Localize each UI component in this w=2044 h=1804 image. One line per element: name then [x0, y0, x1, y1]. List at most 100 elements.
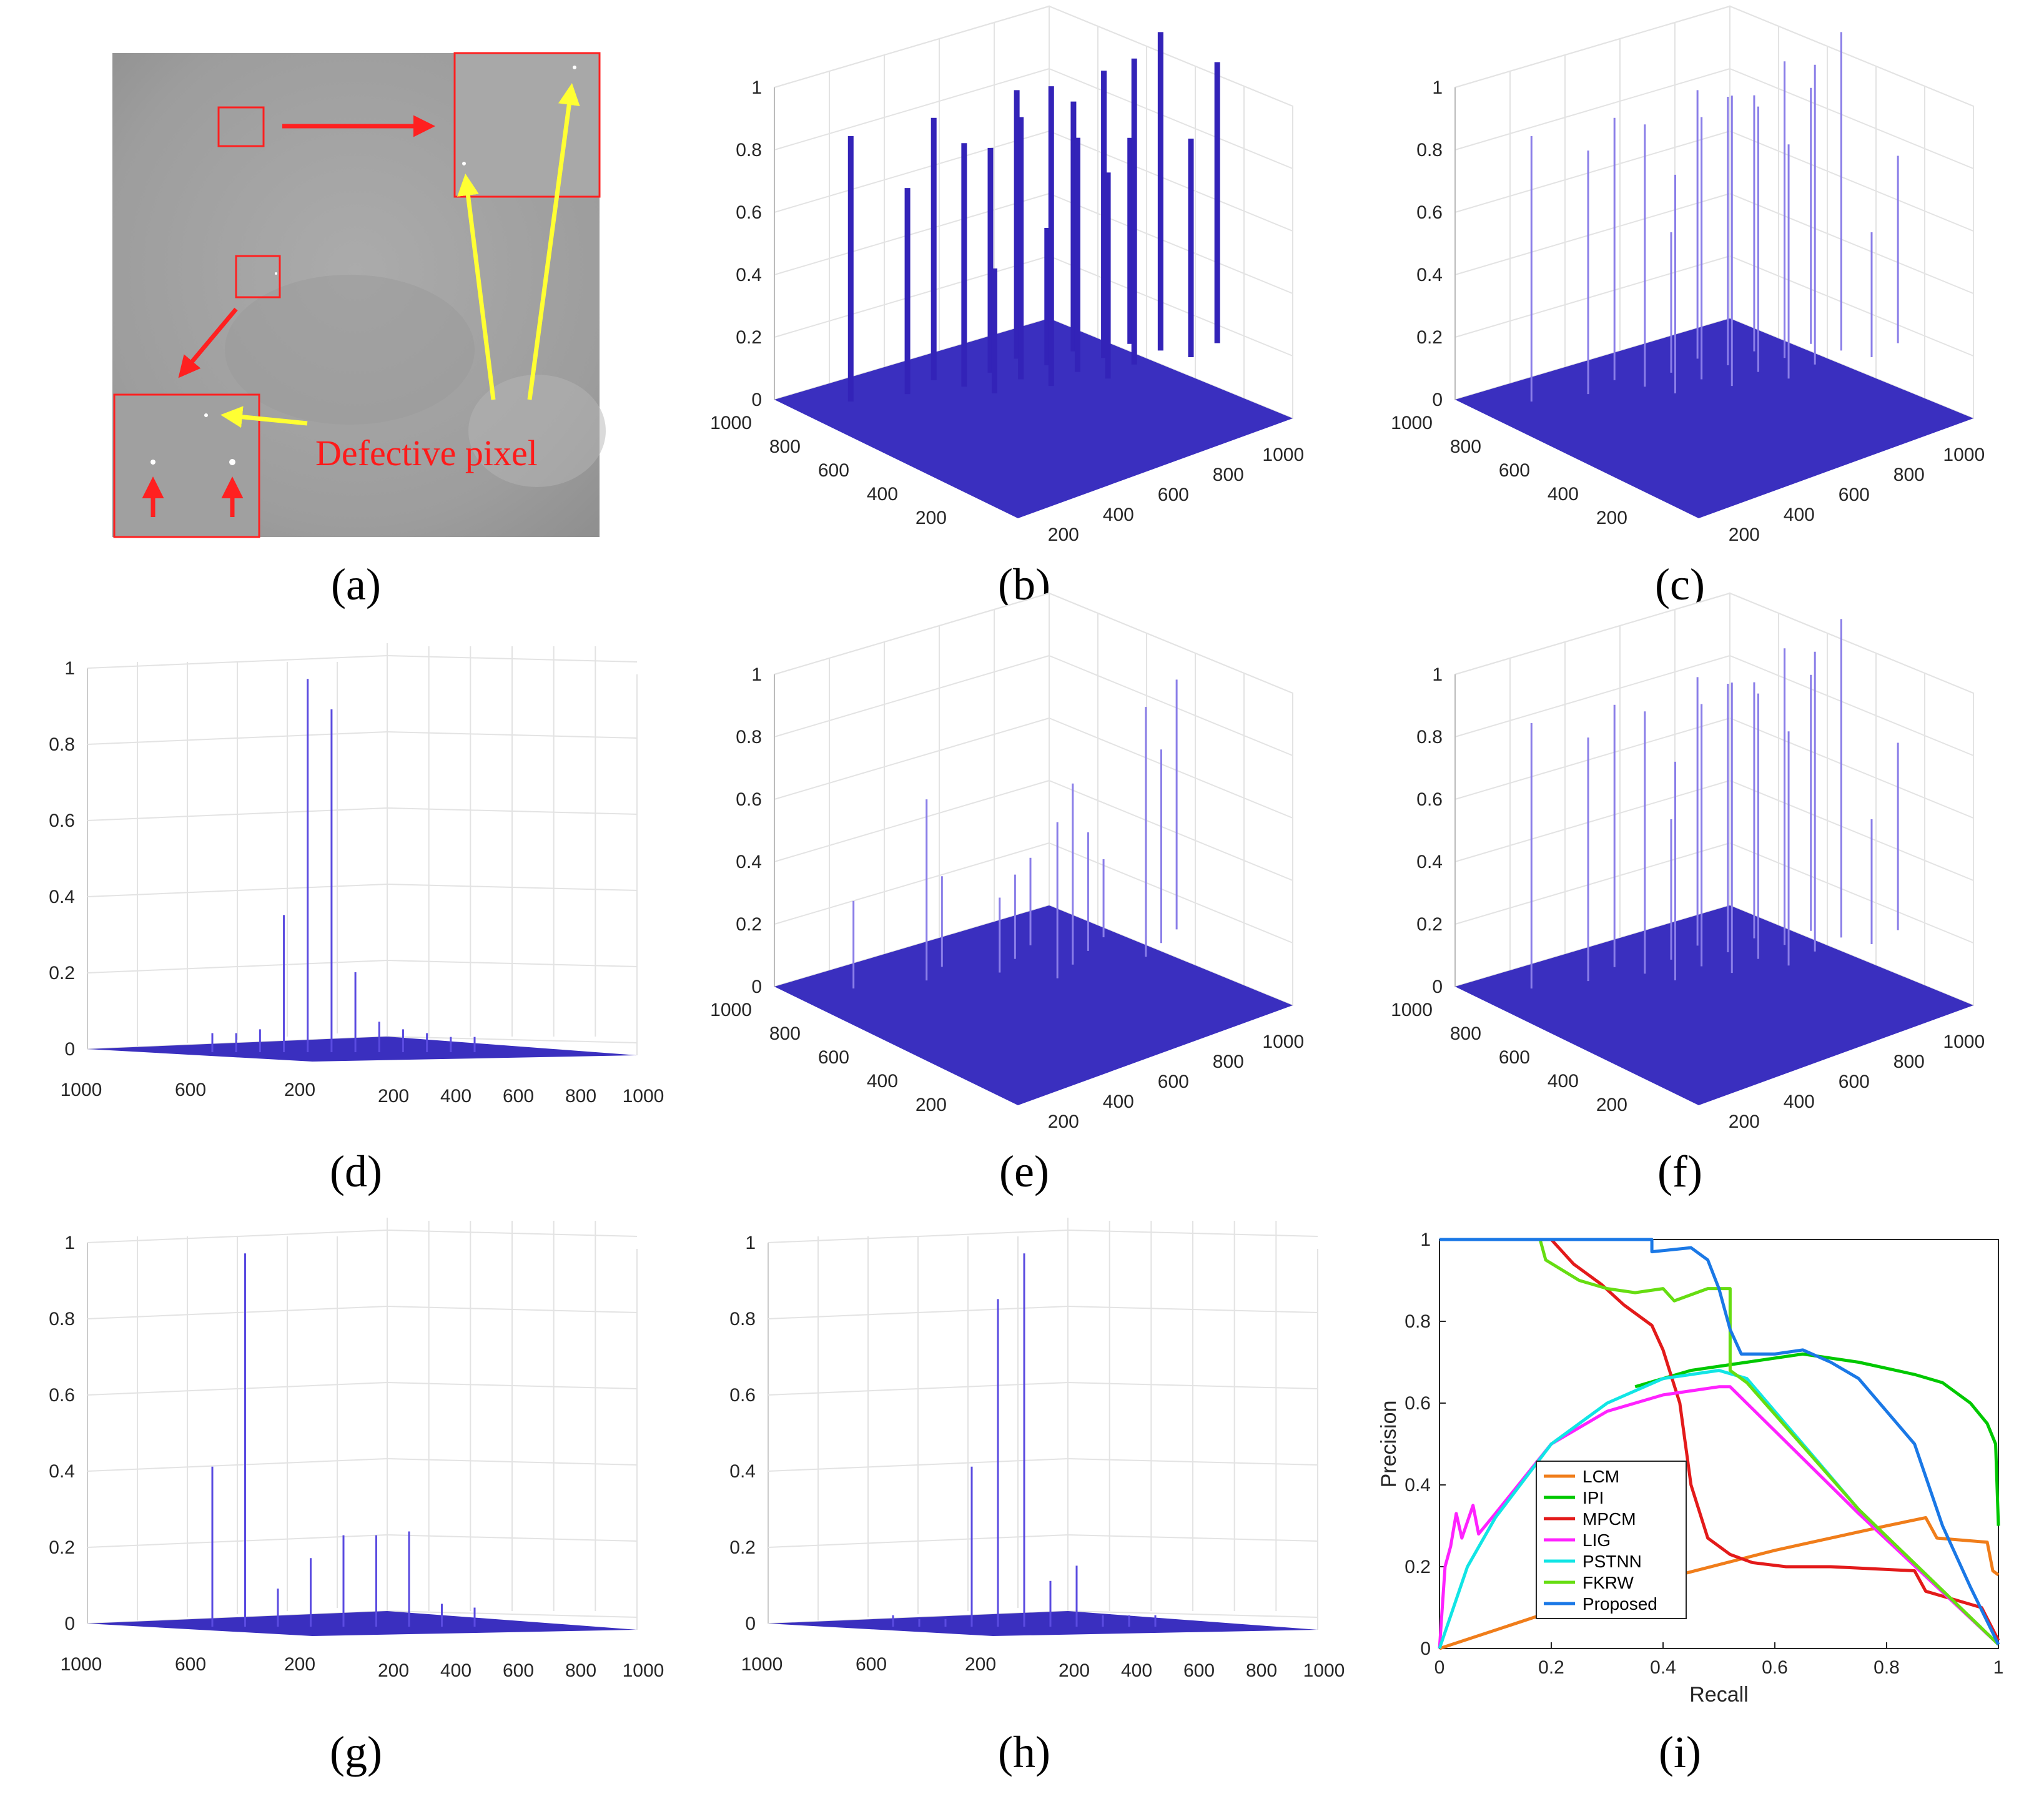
series-fkrw [1538, 1239, 2000, 1646]
x-tick: 600 [503, 1086, 534, 1107]
caption-i: (i) [1659, 1727, 1701, 1777]
legend-entry: PSTNN [1582, 1552, 1642, 1571]
panel-g-surface-plot: 0 0.2 0.4 0.6 0.8 1 1000 600 200 200 400 600 800 1000 [49, 1218, 664, 1681]
z-tick: 0.6 [1416, 202, 1443, 223]
x-tick: 600 [1158, 485, 1189, 505]
x-tick: 400 [1121, 1660, 1152, 1681]
z-tick: 0.4 [1416, 852, 1443, 872]
x-tick: 1000 [1943, 445, 1985, 465]
y-tick: 1000 [710, 413, 752, 433]
y-tick: 800 [769, 436, 801, 457]
x-tick: 1000 [623, 1660, 664, 1681]
surface-floor [768, 1611, 1318, 1636]
z-tick: 1 [1432, 77, 1443, 98]
legend-entry: LCM [1582, 1467, 1619, 1486]
y-tick: 400 [867, 484, 898, 505]
y-tick: 600 [818, 1047, 849, 1068]
z-tick: 0.2 [49, 963, 75, 983]
y-tick: 600 [175, 1654, 206, 1675]
caption-c: (c) [1655, 559, 1705, 609]
z-tick: 0.8 [49, 734, 75, 755]
x-axis-label: Recall [1689, 1683, 1748, 1707]
y-tick: 200 [1596, 1095, 1627, 1115]
z-tick: 0.6 [1416, 789, 1443, 810]
y-tick: 200 [1596, 508, 1627, 528]
y-axis-label: Precision [1377, 1401, 1401, 1488]
legend-entry: FKRW [1582, 1573, 1634, 1592]
y-tick: 1000 [1391, 413, 1433, 433]
y-tick: 200 [284, 1080, 315, 1100]
z-tick: 0.4 [729, 1461, 756, 1482]
z-tick: 1 [1432, 664, 1443, 685]
y-tick: 600 [175, 1080, 206, 1100]
x-tick: 1000 [1943, 1032, 1985, 1052]
panel-c-surface-plot: 0 0.2 0.4 0.6 0.8 1 1000 800 600 400 200 200 400 600 8… [1391, 5, 1985, 545]
z-tick: 0.8 [1416, 140, 1443, 160]
x-tick: 600 [503, 1660, 534, 1681]
panel-b-surface-plot: 0 0.2 0.4 0.6 0.8 1 1000 800 600 400 200 200 400 600 8… [710, 5, 1304, 545]
z-tick: 0.6 [49, 811, 75, 831]
legend-entry: MPCM [1582, 1509, 1636, 1529]
z-tick: 0.4 [49, 887, 75, 907]
x-tick: 200 [1059, 1660, 1090, 1681]
x-tick: 800 [1893, 465, 1925, 485]
caption-h: (h) [998, 1727, 1050, 1777]
panel-f-surface-plot: 0 0.2 0.4 0.6 0.8 1 1000 800 600 400 200 200 400 600 8… [1391, 592, 1985, 1132]
x-tick: 0 [1434, 1657, 1445, 1678]
yellow-arrow-3 [220, 406, 308, 428]
z-tick: 0.2 [729, 1537, 756, 1558]
z-tick: 0.2 [736, 327, 762, 348]
x-tick: 600 [1839, 1072, 1870, 1092]
y-tick: 200 [284, 1654, 315, 1675]
z-tick: 0 [64, 1039, 75, 1060]
caption-e: (e) [999, 1146, 1049, 1196]
series-proposed [1439, 1238, 2000, 1645]
y-tick: 800 [769, 1023, 801, 1044]
x-tick: 0.2 [1538, 1657, 1564, 1678]
z-tick: 1 [64, 1233, 75, 1253]
x-tick: 400 [1103, 505, 1134, 525]
panel-a-image: Defective pixel [112, 52, 606, 538]
x-tick: 200 [378, 1086, 409, 1107]
x-tick: 400 [440, 1660, 472, 1681]
y-tick: 1000 [710, 1000, 752, 1020]
x-tick: 200 [1729, 1111, 1760, 1132]
y-tick: 400 [1548, 484, 1579, 505]
panel-d-surface-plot: 0 0.2 0.4 0.6 0.8 1 1000 600 200 200 400 600 800 1000 [49, 643, 664, 1107]
y-tick: 600 [856, 1654, 887, 1675]
y-tick: 200 [965, 1654, 996, 1675]
x-tick: 600 [1839, 485, 1870, 505]
x-tick: 400 [440, 1086, 472, 1107]
x-tick: 600 [1158, 1072, 1189, 1092]
z-tick: 0.8 [729, 1309, 756, 1329]
z-tick: 0.8 [736, 727, 762, 747]
x-tick: 800 [1246, 1660, 1277, 1681]
x-tick: 400 [1784, 1092, 1815, 1112]
x-tick: 800 [565, 1660, 596, 1681]
x-tick: 800 [1213, 1052, 1244, 1072]
y-tick: 1 [1420, 1230, 1431, 1250]
caption-g: (g) [330, 1727, 382, 1777]
z-tick: 0 [745, 1614, 756, 1634]
z-tick: 0 [1432, 977, 1443, 997]
x-tick: 200 [1048, 1111, 1079, 1132]
x-tick: 1000 [1262, 1032, 1304, 1052]
y-tick: 0.2 [1405, 1557, 1431, 1577]
plot-area [1439, 1239, 1999, 1649]
panel-h-surface-plot: 0 0.2 0.4 0.6 0.8 1 1000 600 200 200 400 600 800 1000 [729, 1218, 1345, 1681]
x-tick: 0.8 [1874, 1657, 1900, 1678]
x-tick: 800 [565, 1086, 596, 1107]
y-tick: 0.4 [1405, 1475, 1431, 1496]
chart-panels: (a) (b)00.20.40.60.8110008006004002002004… [49, 5, 2004, 1777]
surface-floor [87, 1037, 637, 1062]
y-tick: 400 [867, 1071, 898, 1092]
zoom-box-top-right [453, 52, 601, 198]
small-box-1 [217, 106, 265, 147]
x-tick: 1 [1993, 1657, 2004, 1678]
z-tick: 0.4 [736, 265, 762, 285]
x-tick: 1000 [623, 1086, 664, 1107]
x-tick: 800 [1893, 1052, 1925, 1072]
z-tick: 0.8 [1416, 727, 1443, 747]
x-tick: 200 [1729, 525, 1760, 545]
